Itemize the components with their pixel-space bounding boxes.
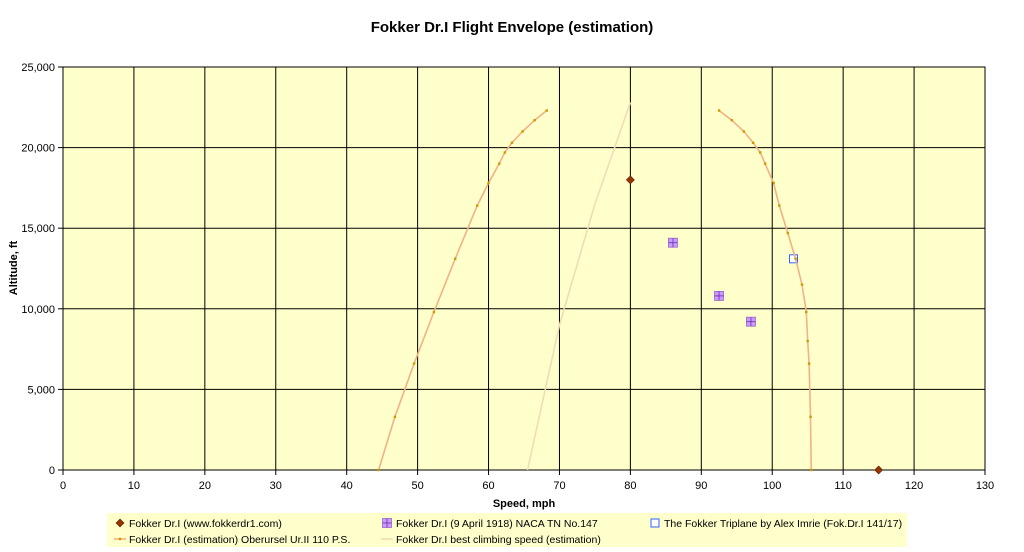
x-tick-label: 80 — [624, 480, 636, 492]
y-tick-label: 20,000 — [21, 143, 55, 155]
data-point — [545, 109, 548, 112]
data-point — [807, 362, 811, 365]
data-point — [763, 162, 767, 165]
legend-box — [107, 513, 907, 547]
data-point — [412, 362, 416, 365]
data-point — [810, 468, 813, 472]
data-point — [510, 141, 514, 144]
x-tick-label: 100 — [763, 480, 781, 492]
y-axis-title: Altitude, ft — [8, 240, 20, 295]
chart-title: Fokker Dr.I Flight Envelope (estimation) — [371, 19, 654, 36]
legend-symbol — [650, 518, 660, 528]
data-point — [377, 468, 380, 472]
data-point — [393, 415, 397, 419]
series-line — [718, 109, 812, 471]
x-tick-label: 40 — [341, 480, 353, 492]
data-point — [668, 237, 678, 248]
x-tick-label: 50 — [411, 480, 423, 492]
data-point — [625, 175, 635, 185]
series-line — [526, 102, 632, 471]
legend-entry-5: Fokker Dr.I best climbing speed (estimat… — [381, 534, 601, 546]
data-point — [794, 257, 797, 261]
legend-entry-2: Fokker Dr.I (9 April 1918) NACA TN No.14… — [382, 518, 598, 530]
plot-area — [62, 66, 986, 471]
data-point — [806, 339, 809, 343]
series-5 — [526, 102, 632, 471]
legend-label: Fokker Dr.I (estimation) Oberursel Ur.II… — [129, 534, 350, 546]
legend-label: The Fokker Triplane by Alex Imrie (Fok.D… — [664, 518, 902, 530]
legend-entry-4: Fokker Dr.I (estimation) Oberursel Ur.II… — [114, 534, 350, 546]
data-point — [809, 415, 812, 419]
data-point — [521, 130, 524, 133]
x-tick-label: 130 — [976, 480, 994, 492]
y-axis-ticks: 0 5,000 10,000 15,000 20,000 25,000 — [21, 62, 63, 477]
series-1 — [625, 175, 884, 475]
x-axis-title: Speed, mph — [493, 498, 556, 510]
data-point — [503, 151, 507, 154]
data-point — [742, 130, 746, 133]
series — [377, 102, 884, 475]
legend-symbol — [382, 518, 392, 528]
data-point — [475, 204, 479, 207]
y-tick-label: 10,000 — [21, 304, 55, 316]
x-tick-label: 10 — [128, 480, 140, 492]
data-point — [533, 118, 536, 122]
data-point — [714, 291, 724, 301]
data-point — [746, 316, 756, 327]
legend-label: Fokker Dr.I best climbing speed (estimat… — [396, 534, 601, 546]
data-point — [730, 118, 734, 122]
data-point — [717, 109, 721, 112]
data-point — [800, 283, 804, 286]
x-axis-ticks: 0 10 20 30 40 50 60 70 80 90 100 110 120 130 — [60, 470, 994, 492]
legend-entry-3: The Fokker Triplane by Alex Imrie (Fok.D… — [650, 518, 902, 530]
series-2 — [668, 237, 756, 327]
data-point — [432, 310, 436, 314]
legend: Fokker Dr.I (www.fokkerdr1.com) Fokker Dr… — [107, 513, 907, 547]
x-tick-label: 70 — [553, 480, 565, 492]
data-point — [758, 151, 762, 154]
y-tick-label: 25,000 — [21, 62, 55, 74]
legend-entry-1: Fokker Dr.I (www.fokkerdr1.com) — [115, 518, 282, 530]
data-point — [805, 310, 808, 314]
legend-symbol — [115, 518, 125, 528]
y-tick-label: 0 — [49, 465, 55, 477]
data-point — [497, 162, 501, 165]
data-point — [874, 465, 884, 475]
data-point — [454, 257, 457, 261]
y-tick-label: 15,000 — [21, 223, 55, 235]
series-4 — [377, 109, 813, 472]
legend-label: Fokker Dr.I (9 April 1918) NACA TN No.14… — [396, 518, 598, 530]
legend-label: Fokker Dr.I (www.fokkerdr1.com) — [129, 518, 282, 530]
data-point — [772, 181, 775, 185]
grid — [63, 67, 985, 470]
x-tick-label: 90 — [695, 480, 707, 492]
x-tick-label: 120 — [905, 480, 923, 492]
legend-symbol-dot — [118, 537, 122, 541]
series-3 — [789, 254, 799, 264]
x-tick-label: 0 — [60, 480, 66, 492]
x-tick-label: 60 — [482, 480, 494, 492]
x-tick-label: 30 — [270, 480, 282, 492]
data-point — [778, 204, 781, 207]
data-point — [751, 141, 755, 144]
x-tick-label: 110 — [834, 480, 852, 492]
data-point — [786, 231, 790, 235]
x-tick-label: 20 — [199, 480, 211, 492]
data-point — [789, 254, 799, 264]
data-point — [487, 181, 490, 185]
y-tick-label: 5,000 — [27, 384, 55, 396]
